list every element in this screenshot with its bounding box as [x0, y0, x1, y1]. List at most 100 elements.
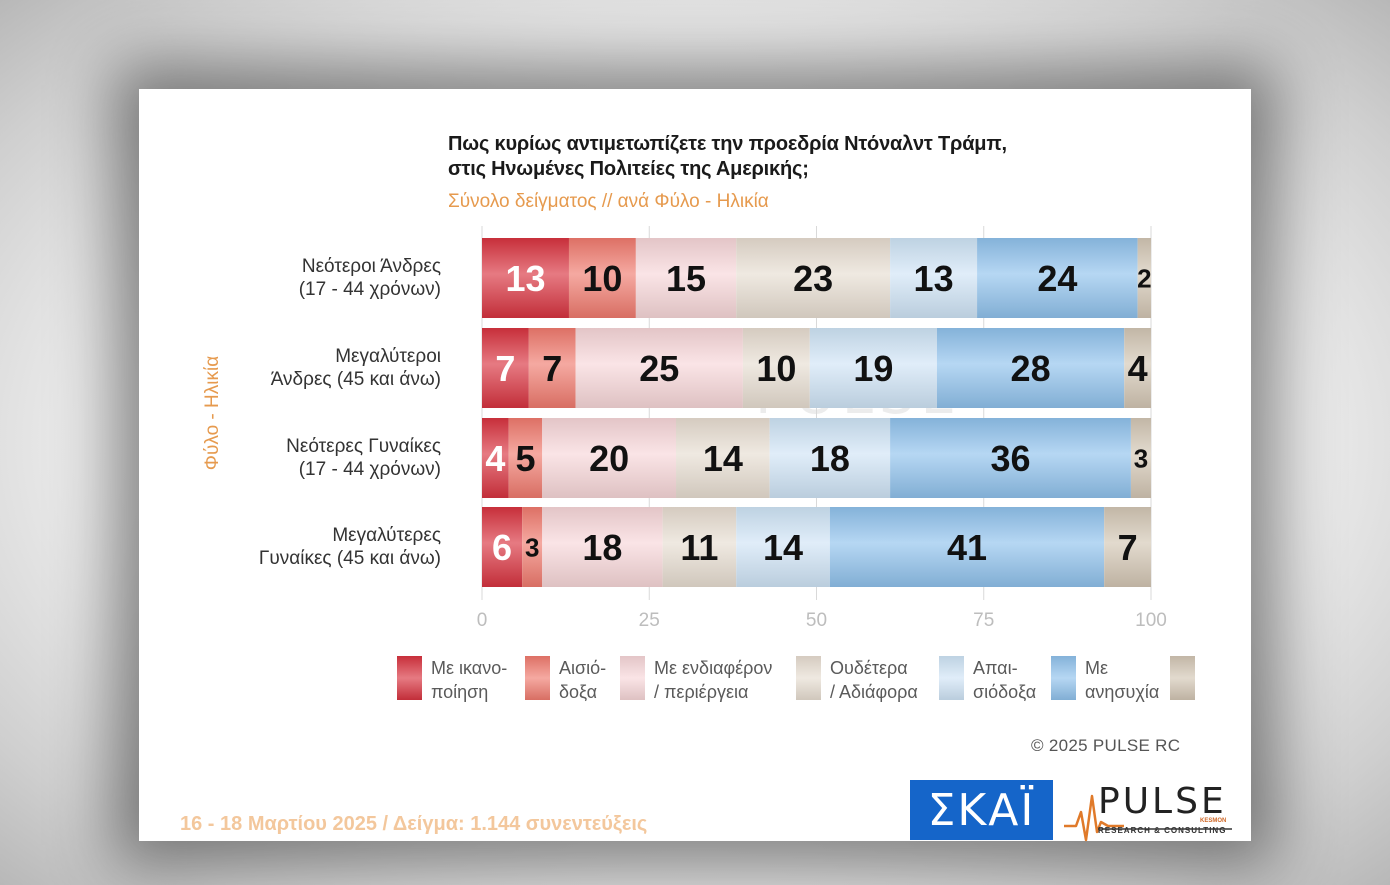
legend-item: Με ανησυχία: [1051, 656, 1159, 704]
bar-segment: [508, 418, 543, 498]
data-label: 6: [492, 527, 512, 568]
data-label: 25: [639, 348, 679, 389]
data-label: 18: [582, 527, 622, 568]
category-label: (17 - 44 χρόνων): [299, 459, 441, 480]
data-label: 3: [1134, 443, 1148, 473]
bar-segment: [769, 418, 891, 498]
data-label: 2: [1137, 263, 1151, 293]
data-label: 10: [756, 348, 796, 389]
bar-segment: [890, 238, 978, 318]
chart-title-line-2: στις Ηνωμένες Πολιτείες της Αμερικής;: [448, 158, 809, 180]
category-label: Νεότεροι Άνδρες: [302, 256, 441, 277]
bar-segment: [1124, 328, 1151, 408]
data-label: 19: [853, 348, 893, 389]
data-label: 11: [680, 527, 718, 568]
legend-swatch: [939, 656, 964, 700]
bar-segment: [575, 328, 743, 408]
bar-segment: [829, 507, 1105, 587]
bar-segment: [528, 328, 576, 408]
data-label: 4: [1128, 348, 1148, 389]
skai-logo: ΣΚΑΪ: [910, 780, 1053, 840]
footnote: 16 - 18 Μαρτίου 2025 / Δείγμα: 1.144 συν…: [180, 813, 648, 835]
bar-row: 13 10 15 23 13 24 2: [482, 238, 1152, 318]
data-label: 36: [990, 438, 1030, 479]
data-label: 28: [1011, 348, 1051, 389]
category-label: Μεγαλύτεροι: [335, 346, 441, 367]
data-label: 23: [793, 258, 833, 299]
data-label: 20: [589, 438, 629, 479]
legend-label: Αισιό- δοξα: [559, 658, 607, 702]
bar-segment: [482, 328, 529, 408]
bar-segment: [522, 507, 543, 587]
legend-label: Απαι- σιόδοξα: [973, 658, 1037, 702]
x-tick-label: 100: [1135, 610, 1167, 631]
category-labels: Νεότεροι Άνδρες(17 - 44 χρόνων)Μεγαλύτερ…: [259, 256, 441, 569]
bar-segment: [482, 418, 509, 498]
chart-title-line-1: Πως κυρίως αντιμετωπίζετε την προεδρία Ν…: [448, 133, 1007, 155]
bar-segment: [742, 328, 810, 408]
legend-item: [1170, 656, 1195, 700]
bar-segment: [1104, 507, 1151, 587]
bar-segment: [977, 238, 1138, 318]
data-label: 13: [914, 258, 954, 299]
bar-segment: [635, 238, 737, 318]
legend-swatch: [1170, 656, 1195, 700]
bar-segment: [1130, 418, 1151, 498]
data-label: 14: [763, 527, 803, 568]
chart-title: Πως κυρίως αντιμετωπίζετε την προεδρία Ν…: [448, 132, 1007, 182]
bar-segment: [1137, 238, 1151, 318]
legend-label: Με ανησυχία: [1085, 658, 1160, 702]
pulse-logo-icon: [1064, 794, 1232, 842]
legend-label: Ουδέτερα / Αδιάφορα: [830, 658, 918, 702]
legend-label: Με ενδιαφέρον / περιέργεια: [654, 658, 773, 702]
data-label: 18: [810, 438, 850, 479]
bar-rows: 13 10 15 23 13 24 27 7 25 10 19 28 44 5 20 14 18 36 36 3 18 1…: [482, 238, 1152, 587]
bar-segment: [662, 507, 737, 587]
bar-segment: [482, 238, 569, 318]
copyright: © 2025 PULSE RC: [1031, 736, 1181, 755]
data-label: 7: [542, 348, 562, 389]
pulse-logo-tagline: RESEARCH & CONSULTING: [1098, 826, 1227, 835]
legend-item: Με ικανο- ποίηση: [397, 656, 507, 704]
legend-swatch: [796, 656, 821, 700]
bar-segment: [890, 418, 1131, 498]
legend-item: Με ενδιαφέρον / περιέργεια: [620, 656, 772, 704]
legend-item: Αισιό- δοξα: [525, 656, 606, 704]
category-label: Άνδρες (45 και άνω): [271, 369, 441, 390]
data-label: 10: [582, 258, 622, 299]
x-tick-label: 0: [477, 610, 488, 631]
x-tick-label: 75: [973, 610, 994, 631]
data-label: 13: [505, 258, 545, 299]
category-label: Νεότερες Γυναίκες: [286, 436, 441, 457]
bar-segment: [676, 418, 770, 498]
data-label: 15: [666, 258, 706, 299]
data-label: 14: [703, 438, 743, 479]
data-label: 24: [1037, 258, 1077, 299]
data-label: 41: [947, 527, 987, 568]
legend-swatch: [397, 656, 422, 700]
x-tick-label: 50: [806, 610, 827, 631]
bar-segment: [936, 328, 1125, 408]
bar-segment: [736, 507, 830, 587]
pulse-logo: PULSE: [1098, 781, 1227, 822]
data-label: 3: [525, 532, 539, 562]
legend-swatch: [525, 656, 550, 700]
data-label: 7: [1118, 527, 1138, 568]
chart-subtitle: Σύνολο δείγματος // ανά Φύλο - Ηλικία: [448, 191, 769, 212]
category-label: Γυναίκες (45 και άνω): [259, 548, 441, 569]
legend-item: Απαι- σιόδοξα: [939, 656, 1036, 704]
data-label: 7: [495, 348, 515, 389]
data-label: 4: [485, 438, 505, 479]
legend-swatch: [620, 656, 645, 700]
legend-label: Με ικανο- ποίηση: [431, 658, 508, 702]
bar-segment: [568, 238, 636, 318]
bar-segment: [809, 328, 937, 408]
legend-item: Ουδέτερα / Αδιάφορα: [796, 656, 918, 704]
legend-swatch: [1051, 656, 1076, 700]
category-label: (17 - 44 χρόνων): [299, 279, 441, 300]
bar-row: 7 7 25 10 19 28 4: [482, 328, 1151, 408]
x-tick-label: 25: [639, 610, 660, 631]
x-axis-ticks: 0 25 50 75 100: [477, 610, 1167, 631]
bar-row: 4 5 20 14 18 36 3: [482, 418, 1151, 498]
pulse-logo-kesmon: KESMON: [1200, 818, 1227, 824]
